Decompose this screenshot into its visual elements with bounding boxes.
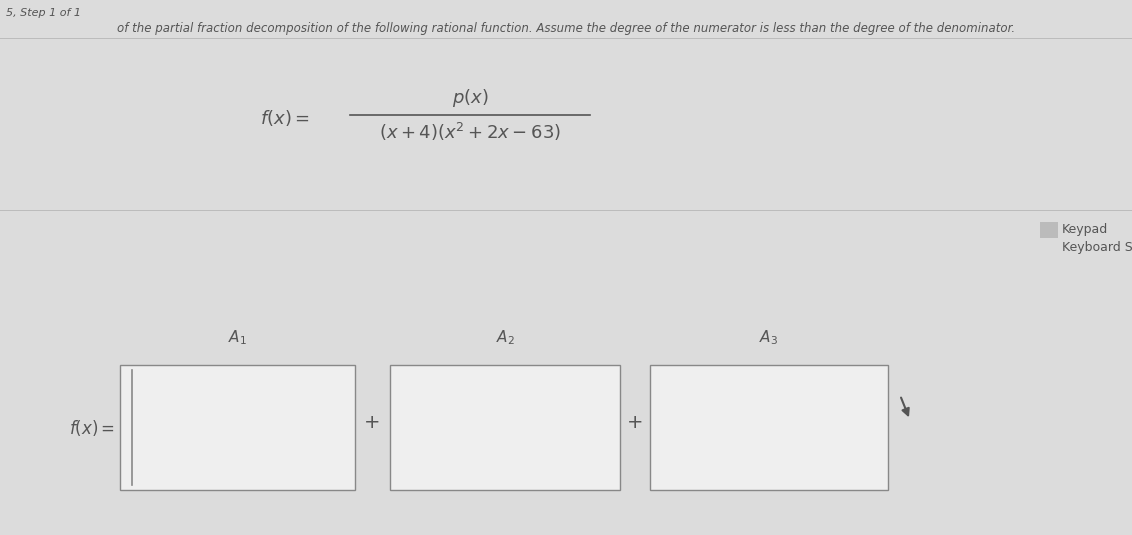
Text: Keyboard Shortcuts: Keyboard Shortcuts	[1062, 241, 1132, 255]
Text: Keypad: Keypad	[1062, 224, 1108, 236]
Text: $A_2$: $A_2$	[496, 328, 514, 347]
Text: +: +	[627, 413, 643, 432]
Text: 5, Step 1 of 1: 5, Step 1 of 1	[6, 8, 82, 18]
Text: of the partial fraction decomposition of the following rational function. Assume: of the partial fraction decomposition of…	[117, 22, 1015, 35]
Text: $A_1$: $A_1$	[228, 328, 247, 347]
FancyBboxPatch shape	[120, 365, 355, 490]
Bar	[1040, 222, 1058, 238]
FancyBboxPatch shape	[650, 365, 887, 490]
Text: $p(x)$: $p(x)$	[452, 87, 488, 109]
Text: $f(x)=$: $f(x)=$	[69, 417, 115, 438]
Text: $f(x)=$: $f(x)=$	[260, 108, 310, 128]
Text: $(x+4)(x^2+2x-63)$: $(x+4)(x^2+2x-63)$	[379, 121, 561, 143]
Text: $A_3$: $A_3$	[760, 328, 779, 347]
FancyBboxPatch shape	[391, 365, 620, 490]
Text: +: +	[365, 413, 380, 432]
